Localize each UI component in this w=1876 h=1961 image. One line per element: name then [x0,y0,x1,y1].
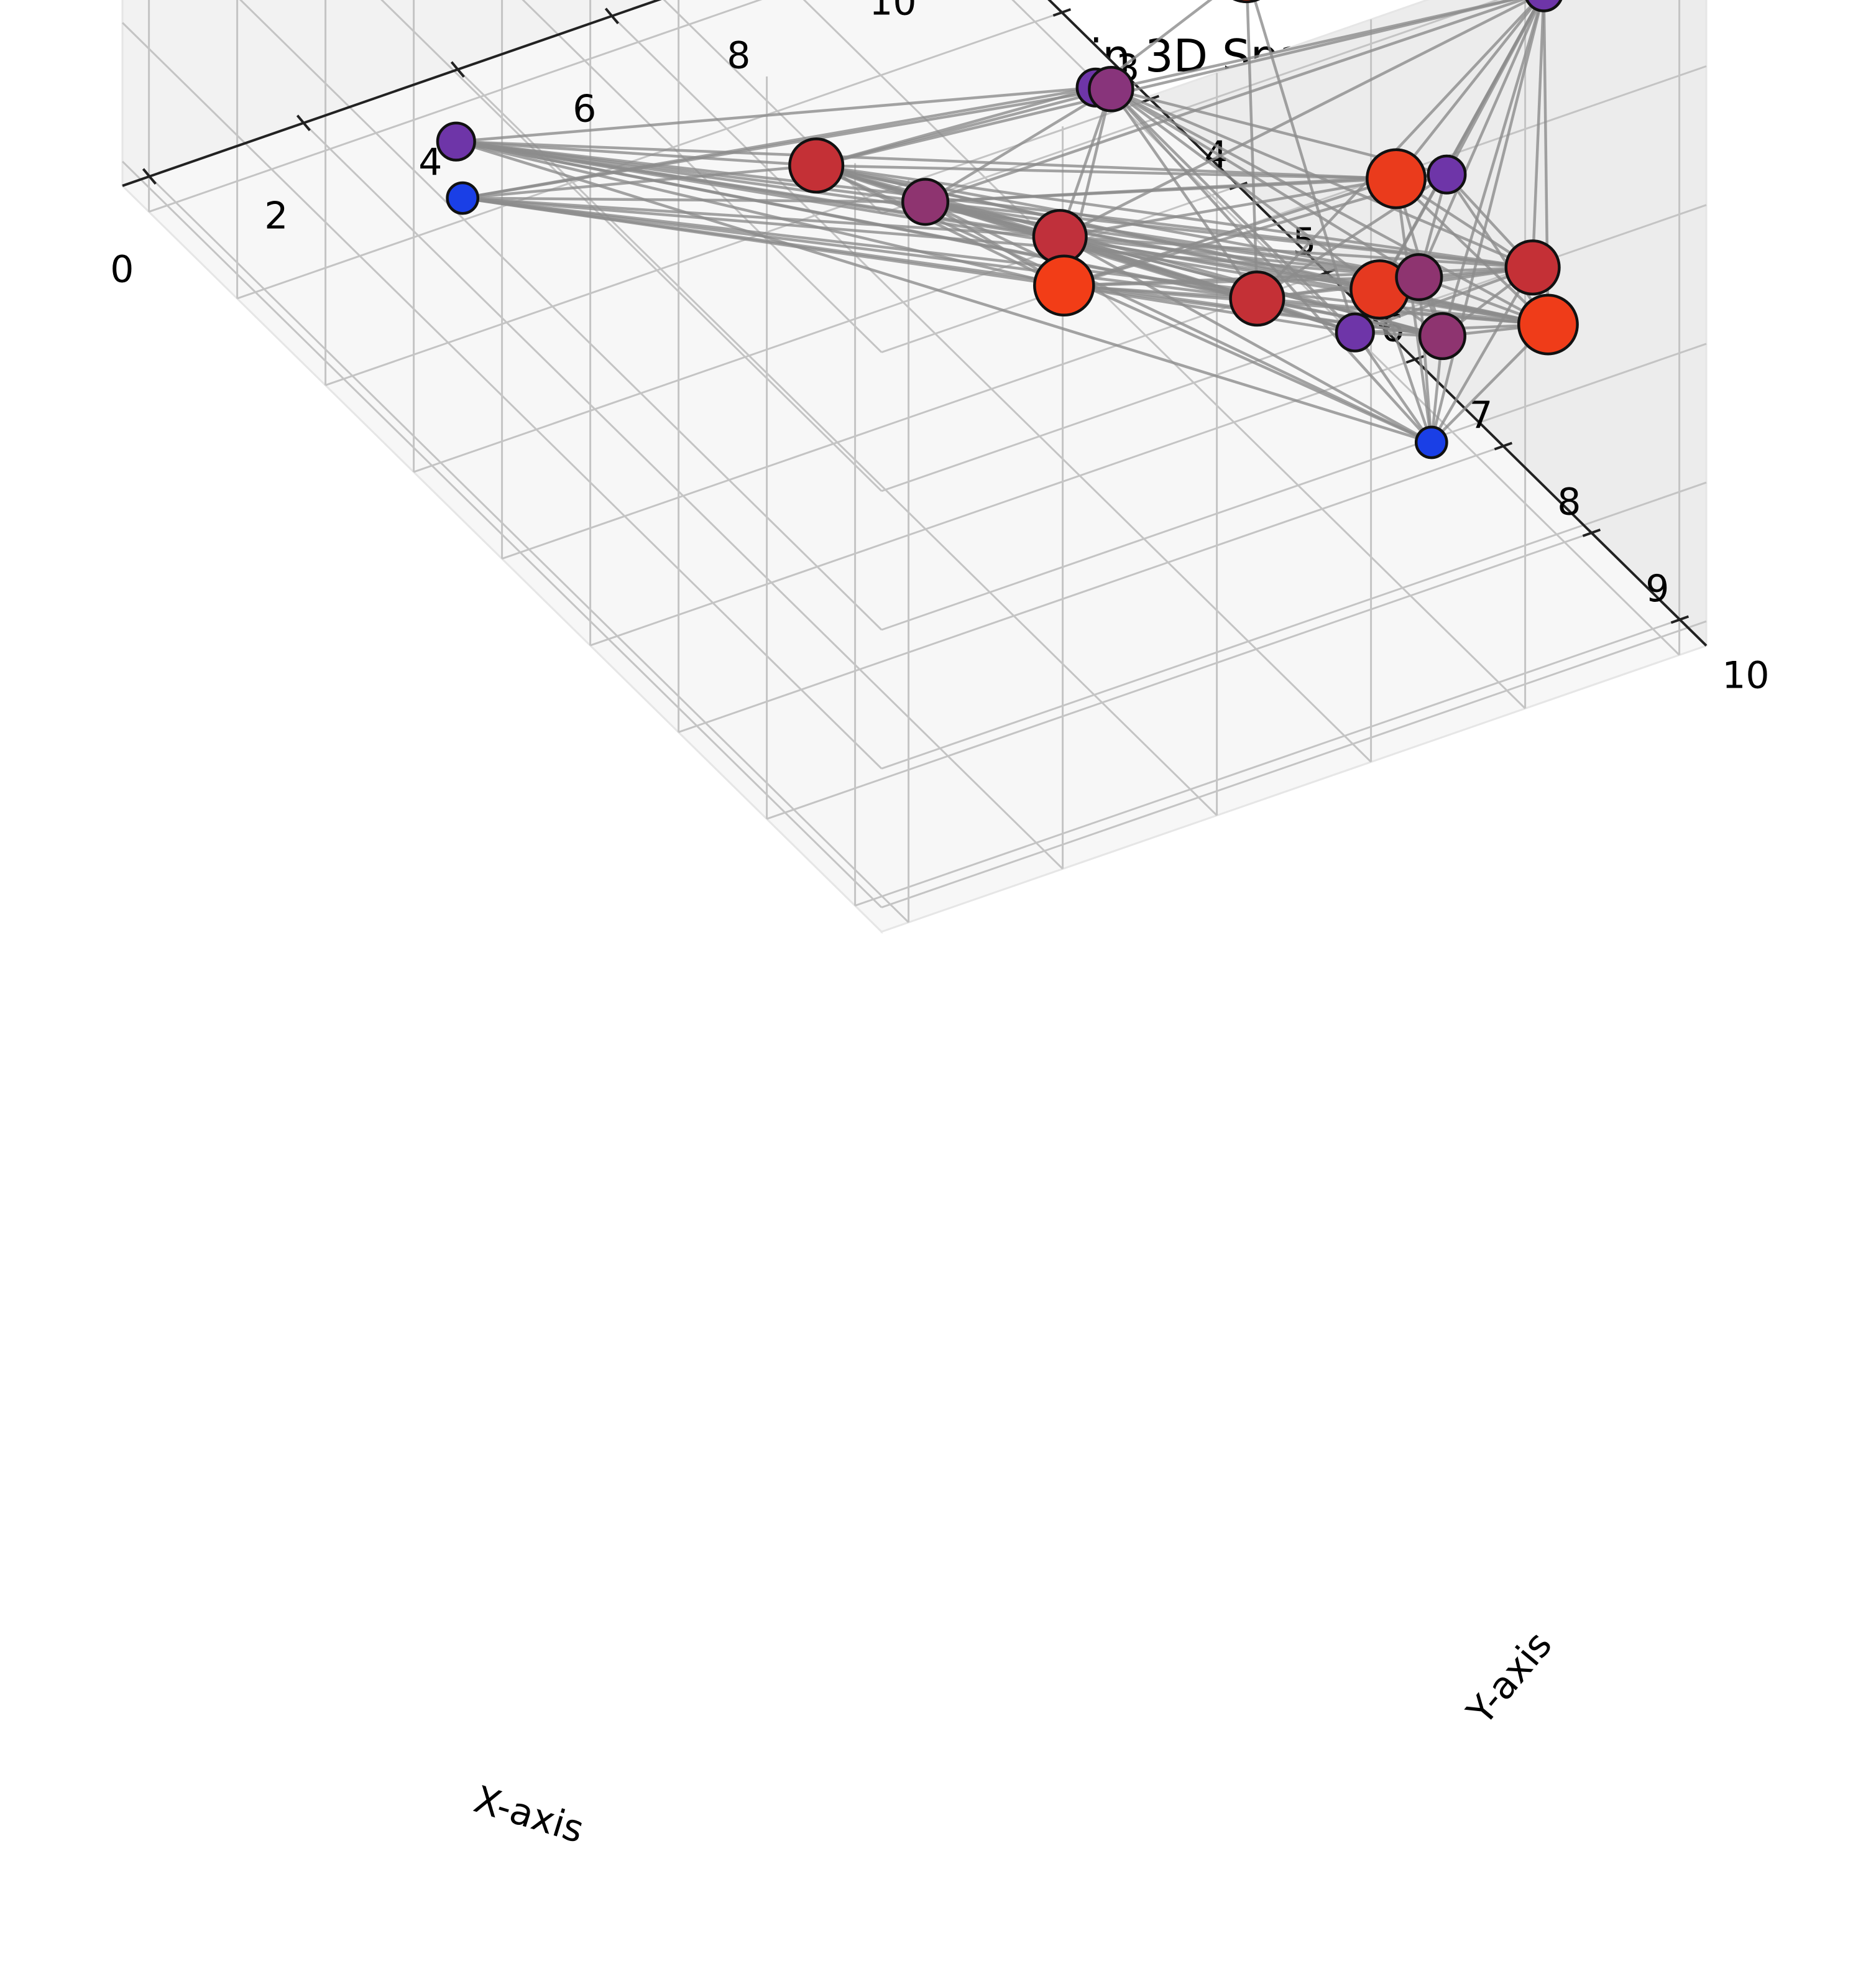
edge [1353,331,1433,443]
edge [456,140,1432,444]
grid-line-z [881,0,1501,215]
edge [1246,0,1259,299]
node-point [1517,293,1579,356]
edge [924,88,1112,203]
edge [924,200,1356,334]
edge [462,88,1111,200]
x-tick-label: 8 [727,34,750,78]
edge [456,140,817,167]
node-point [1233,0,1261,4]
edge [1110,88,1549,326]
edge [1354,266,1533,334]
edge [816,0,1518,167]
x-tick-mark [450,61,465,78]
x-tick-label: 0 [110,248,134,292]
y-tick-mark [1494,441,1513,451]
grid-line-z [121,22,883,770]
edge [462,196,1065,287]
grid-line-z [881,620,1707,908]
y-tick-mark [1052,8,1072,17]
edge [1417,0,1542,278]
x-tick-mark [142,168,157,185]
node-point [446,181,480,215]
edge [816,164,1397,180]
grid-line-z [522,0,883,353]
node-point [1335,312,1375,353]
edge [925,200,1420,279]
edge [1256,0,1539,300]
x-tick-mark [296,114,311,131]
grid-line-z [239,0,883,631]
node-point [1395,253,1443,302]
edge [1064,177,1397,287]
grid-line-y [325,98,1151,387]
y-tick-label: 2 [1028,0,1051,4]
grid-line-z [663,0,883,215]
edge [456,86,1096,143]
edge [925,200,1548,326]
edge [462,164,817,200]
node-point [1525,0,1563,12]
edge [1395,0,1540,180]
grid-line-y [590,358,1415,647]
node-point [1229,270,1285,327]
x-tick-label: 10 [869,0,916,24]
edge [1253,0,1356,333]
node-point [1366,148,1427,210]
edge [1064,284,1356,334]
edge [1059,235,1432,444]
node-point [1033,254,1095,317]
node-point [1088,66,1134,113]
edge [925,173,1447,203]
edge [924,0,1526,203]
y-tick-label: 8 [1557,481,1581,524]
edge [925,200,1533,269]
node-point [1504,239,1561,296]
node-point [436,121,476,162]
x-tick-label: 2 [264,195,288,238]
node-point [901,178,950,226]
edge [1059,177,1397,238]
y-tick-label: 10 [1722,654,1769,698]
edge [1064,284,1548,326]
edge [1059,0,1532,238]
grid-line-z [380,0,883,492]
grid-line-z [881,204,1707,492]
grid-line-z [121,160,883,908]
y-tick-mark [1582,528,1601,537]
edge [462,196,926,203]
x-tick-mark [604,7,619,24]
edge [1060,235,1533,269]
edge [1417,277,1433,443]
nodes [436,0,1579,459]
grid-line-y [766,532,1592,820]
node-point [1418,312,1466,361]
grid-line-y [502,272,1327,560]
grid-line-y [149,0,763,213]
y-tick-mark [1670,615,1690,624]
y-tick-label: 9 [1645,567,1669,611]
edge [816,164,1065,287]
grid-line-z [881,481,1707,770]
node-point [788,137,845,194]
grid-line-y [678,445,1504,734]
grid-line-y [855,619,1680,907]
node-point [1427,154,1467,195]
grid-line-z [881,343,1707,631]
edge [456,140,1397,180]
x-axis-line [122,0,662,187]
edge [1531,0,1545,268]
grid-line-z [881,65,1707,354]
x-tick-label: 6 [572,88,596,131]
edge [1430,267,1534,443]
edge [1395,177,1549,326]
node-point [1414,425,1448,459]
edge [924,200,1432,444]
